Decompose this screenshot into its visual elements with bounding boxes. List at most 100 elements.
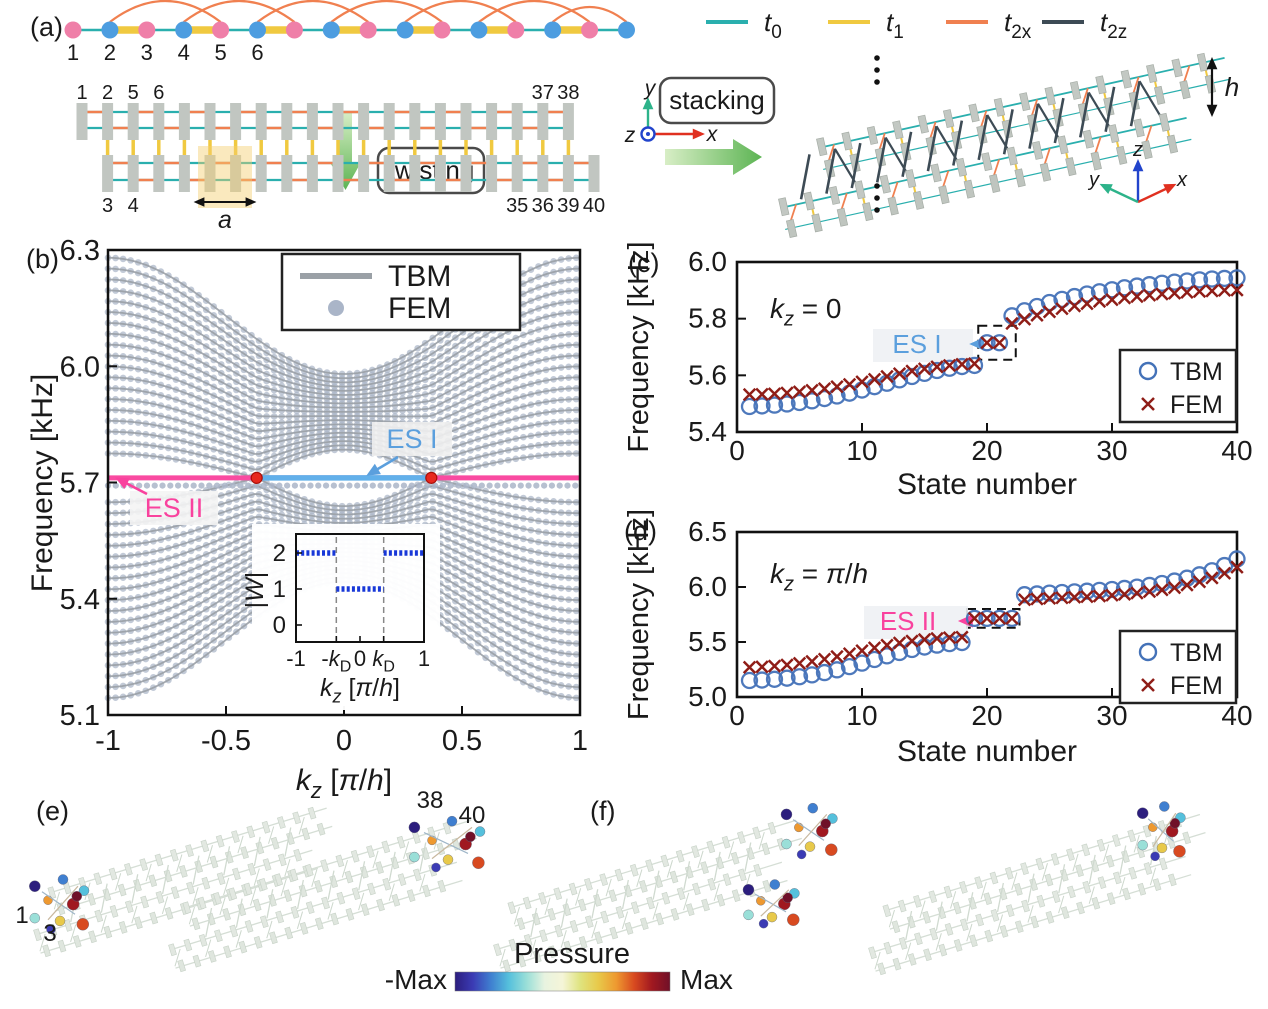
vertical-ellipsis-icon xyxy=(874,55,880,61)
legend-label: t2x xyxy=(1004,7,1032,43)
svg-text:y: y xyxy=(1087,169,1100,191)
fem-point xyxy=(1155,583,1169,597)
fem-edge-dot xyxy=(463,482,470,489)
fem-point xyxy=(1005,611,1019,626)
resonator-bar xyxy=(76,103,88,140)
fem-edge-dot xyxy=(517,482,524,489)
y-tick-label: 6.0 xyxy=(60,351,100,383)
site-number: 38 xyxy=(557,82,579,104)
fem-point xyxy=(1230,283,1244,297)
fem-edge-dot xyxy=(276,482,283,489)
es1-label: ES I xyxy=(386,424,437,454)
panel-label-c: (c) xyxy=(628,248,660,278)
chain-site-number: 2 xyxy=(104,40,116,65)
fem-point xyxy=(1030,308,1044,322)
site-number: 5 xyxy=(128,82,139,104)
fem-point xyxy=(892,366,907,381)
tbm-point xyxy=(978,334,996,352)
panel-ef-mode-shapes: 13 38 40 Pressure -Max Max xyxy=(15,787,1206,995)
fem-point xyxy=(1105,588,1119,602)
x-tick-label: -0.5 xyxy=(201,725,251,757)
legend: TBM FEM xyxy=(1118,629,1238,705)
legend: TBM FEM xyxy=(1118,348,1238,424)
tbm-point xyxy=(1140,276,1159,294)
chain-site-number: 1 xyxy=(67,40,79,65)
tbm-point xyxy=(990,334,1009,352)
fem-point xyxy=(755,660,769,674)
fem-point xyxy=(1105,292,1119,307)
fem-point xyxy=(1167,286,1182,300)
fem-edge-dot xyxy=(136,482,143,489)
tbm-point xyxy=(1215,269,1234,288)
chain-site xyxy=(285,21,303,39)
resonator-bar xyxy=(537,155,549,192)
x-tick-label: 20 xyxy=(971,700,1002,731)
resonator-bar xyxy=(511,155,523,192)
winding-number-inset: 012-1 -kD 0 kD 1|W|kz [π/h] xyxy=(241,524,440,710)
fem-edge-dot xyxy=(190,482,197,489)
inset-y-tick: 0 xyxy=(273,612,286,639)
pressure-cluster-f2 xyxy=(1136,801,1186,862)
resonator-bar xyxy=(332,103,344,140)
legend-label-tbm: TBM xyxy=(1170,639,1223,667)
bond-t2x-arc xyxy=(183,0,296,23)
resonator-bar xyxy=(153,103,165,140)
fem-point xyxy=(742,660,757,674)
resonator-bar xyxy=(409,155,421,192)
fem-edge-dot xyxy=(509,482,517,489)
panel-label-a: (a) xyxy=(30,12,63,42)
fem-edge-dot xyxy=(299,482,306,489)
dirac-point xyxy=(250,471,263,484)
fem-point xyxy=(955,357,969,371)
fem-point xyxy=(1167,580,1182,595)
x-tick-label: 0 xyxy=(336,725,352,757)
x-tick-label: 0 xyxy=(729,435,745,466)
fem-edge-dot xyxy=(377,482,384,489)
kz-annotation: kz = 0 xyxy=(770,293,841,330)
fem-point xyxy=(880,638,894,652)
inset-x-tick: -kD xyxy=(321,646,351,676)
fem-point xyxy=(1080,296,1094,311)
chain-site xyxy=(507,21,525,39)
fem-point xyxy=(805,654,819,669)
fem-edge-dot xyxy=(213,482,221,489)
tbm-point xyxy=(1228,269,1246,287)
pressure-cluster-e2 xyxy=(408,815,486,873)
resonator-bar xyxy=(281,103,293,140)
fem-edge-dot xyxy=(572,482,579,489)
fem-point xyxy=(842,377,857,392)
fem-point xyxy=(917,632,932,647)
legend-label-tbm: TBM xyxy=(388,260,451,293)
fem-point xyxy=(1042,591,1057,606)
vertical-ellipsis-icon xyxy=(874,79,880,85)
resonator-bar xyxy=(255,155,267,192)
fem-point xyxy=(905,364,919,378)
axes-2d: y x z xyxy=(624,77,719,147)
chain-site xyxy=(359,21,377,39)
bond-t2x-arc xyxy=(478,0,591,23)
twisting-box xyxy=(376,146,486,195)
resonator-bar xyxy=(230,155,242,192)
x-tick-label: 10 xyxy=(846,700,877,731)
fem-point xyxy=(767,659,782,673)
resonator-bar xyxy=(102,155,114,192)
y-tick-label: 6.0 xyxy=(688,246,727,277)
resonator-bar xyxy=(434,155,446,192)
tbm-point xyxy=(890,643,909,662)
t2z-struts xyxy=(799,80,1164,200)
fem-point xyxy=(1217,283,1232,298)
fem-point xyxy=(980,611,994,626)
fem-point xyxy=(1055,302,1069,316)
fem-point xyxy=(1142,288,1157,302)
inset-y-tick: 2 xyxy=(273,540,286,567)
x-tick-label: 40 xyxy=(1221,435,1252,466)
fem-point xyxy=(792,656,807,671)
twisted-lattice-2d xyxy=(76,103,600,192)
layer-height-label: h xyxy=(1225,72,1239,102)
fem-edge-dot xyxy=(151,482,158,489)
panel-label-f: (f) xyxy=(590,796,616,826)
fem-point xyxy=(992,611,1007,626)
stacking-box xyxy=(658,76,776,125)
tbm-point xyxy=(740,397,759,416)
